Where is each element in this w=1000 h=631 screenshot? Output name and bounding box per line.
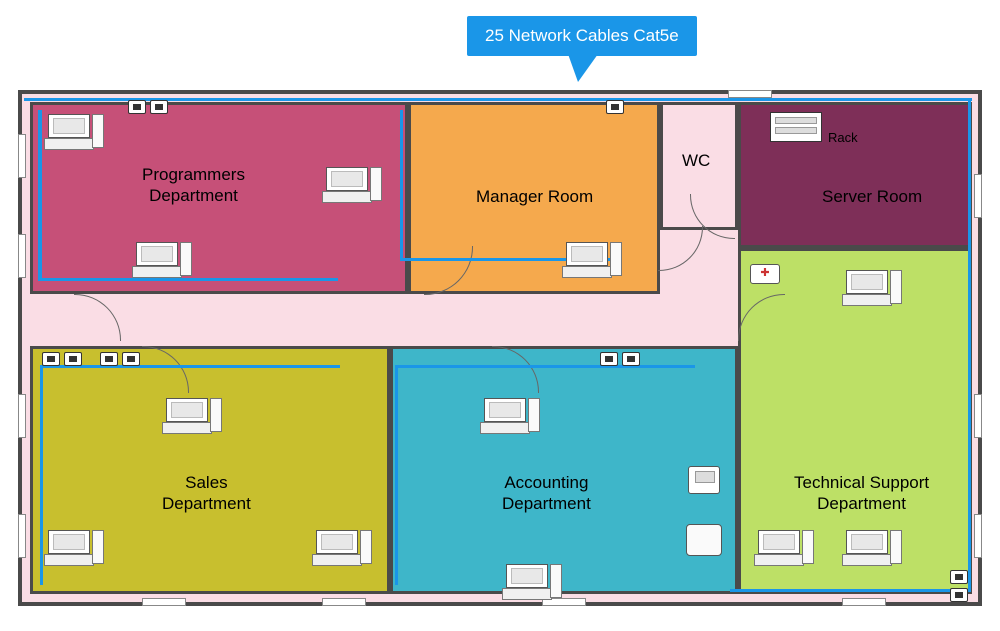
network-cable [968, 98, 971, 592]
window-mark [18, 134, 26, 178]
network-jack-icon [606, 100, 624, 114]
printer-icon [688, 466, 720, 494]
room-label-sales: Sales Department [162, 472, 251, 515]
workstation-icon [310, 528, 372, 564]
room-label-programmers: Programmers Department [142, 164, 245, 207]
workstation-icon [752, 528, 814, 564]
workstation-icon [840, 528, 902, 564]
window-mark [728, 90, 772, 98]
fax-icon [686, 524, 722, 556]
room-accounting [390, 346, 738, 594]
network-jack-icon [950, 570, 968, 584]
workstation-icon [130, 240, 192, 276]
server-rack-icon [770, 112, 822, 142]
window-mark [322, 598, 366, 606]
window-mark [142, 598, 186, 606]
network-jack-icon [622, 352, 640, 366]
network-jack-icon [600, 352, 618, 366]
network-jack-icon [42, 352, 60, 366]
workstation-icon [42, 112, 104, 148]
network-cable [395, 365, 695, 368]
workstation-icon [500, 562, 562, 598]
workstation-icon [560, 240, 622, 276]
window-mark [974, 394, 982, 438]
window-mark [974, 514, 982, 558]
network-jack-icon [100, 352, 118, 366]
workstation-icon [160, 396, 222, 432]
room-label-accounting: Accounting Department [502, 472, 591, 515]
rack-label: Rack [828, 130, 858, 145]
room-label-wc: WC [682, 150, 710, 171]
window-mark [974, 174, 982, 218]
network-jack-icon [122, 352, 140, 366]
network-jack-icon [150, 100, 168, 114]
window-mark [18, 514, 26, 558]
workstation-icon [478, 396, 540, 432]
workstation-icon [840, 268, 902, 304]
workstation-icon [42, 528, 104, 564]
network-cable [395, 365, 398, 585]
window-mark [18, 394, 26, 438]
floorplan-canvas: 25 Network Cables Cat5e Pr [0, 0, 1000, 631]
network-cable [40, 365, 340, 368]
network-cable [400, 110, 403, 260]
network-cable [730, 589, 970, 592]
cable-callout: 25 Network Cables Cat5e [467, 16, 697, 56]
router-icon: ✚ [750, 264, 780, 284]
workstation-icon [320, 165, 382, 201]
room-label-manager: Manager Room [476, 186, 593, 207]
cable-callout-tail [568, 54, 598, 82]
building-outline: Programmers Department Manager Room WC S… [18, 90, 982, 606]
window-mark [842, 598, 886, 606]
network-cable [38, 278, 338, 281]
network-jack-icon [64, 352, 82, 366]
door-arc [658, 226, 703, 271]
door-arc [74, 294, 121, 341]
room-label-tech: Technical Support Department [794, 472, 929, 515]
network-jack-icon [950, 588, 968, 602]
room-label-server: Server Room [822, 186, 922, 207]
window-mark [18, 234, 26, 278]
network-jack-icon [128, 100, 146, 114]
